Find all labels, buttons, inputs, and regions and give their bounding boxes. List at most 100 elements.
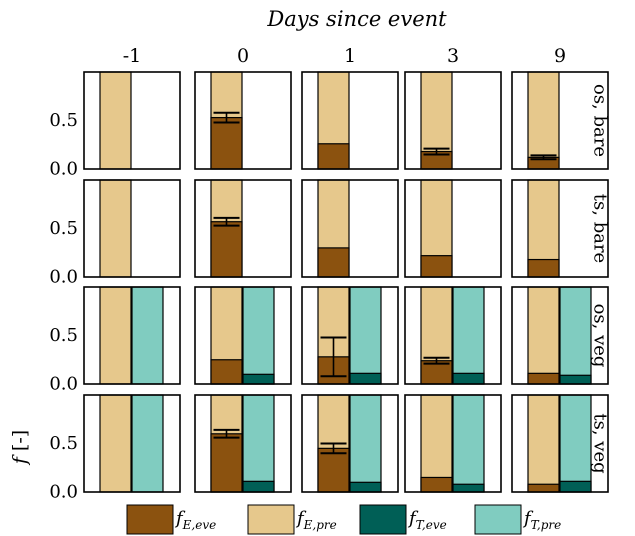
y-label-symbol: f [9, 454, 31, 466]
bar-fT_eve [452, 372, 485, 385]
panel-r2-c4 [511, 286, 609, 385]
panel-frame [301, 394, 399, 493]
panel-r0-c2 [301, 71, 399, 170]
panel-frame [511, 71, 609, 170]
panel-frame [301, 179, 399, 278]
panel-frame [404, 286, 502, 385]
panel-r0-c3 [404, 71, 502, 170]
panel-r3-c1 [194, 394, 292, 493]
panel-background [84, 180, 180, 277]
bar-fE_eve [527, 372, 560, 385]
y-tick-label-r3-1: 0.5 [49, 433, 78, 454]
y-label-unit: [-] [9, 430, 31, 457]
bar-fT_eve [242, 373, 275, 385]
bar-fT_pre [349, 286, 382, 385]
panel-r3-c4 [511, 394, 609, 493]
panel-background [405, 72, 501, 169]
chart-title: Days since event [266, 7, 447, 31]
panel-frame [404, 394, 502, 493]
bar-fE_eve [420, 476, 453, 493]
bar-fE_eve [210, 433, 243, 493]
bar-fT_eve [242, 480, 275, 493]
bar-fE_eve [527, 483, 560, 493]
legend-swatch-fE_eve [126, 504, 174, 535]
panel-background [302, 180, 398, 277]
panel-frame [301, 286, 399, 385]
legend-label-fT_eve: fT,eve [407, 508, 447, 532]
bar-fT_pre [452, 394, 485, 493]
bar-fT_eve [349, 372, 382, 385]
y-tick-label-r2-0: 0.0 [49, 374, 78, 395]
legend-swatch-fE_pre [247, 504, 295, 535]
panel-frame [511, 179, 609, 278]
panel-r1-c2 [301, 179, 399, 278]
panel-r1-c3 [404, 179, 502, 278]
y-tick-label-r2-1: 0.5 [49, 325, 78, 346]
panel-frame [301, 71, 399, 170]
legend-label-fT_pre: fT,pre [522, 508, 561, 532]
panel-frame [194, 394, 292, 493]
bar-fT_pre [349, 394, 382, 493]
bar-fE_eve [420, 255, 453, 278]
panel-frame [194, 71, 292, 170]
bar-fT_pre [559, 394, 592, 493]
legend-label-fE_eve: fE,eve [174, 508, 216, 532]
panel-r2-c2 [301, 286, 399, 385]
panel-frame [83, 71, 181, 170]
legend-label-sub: T,pre [531, 518, 562, 532]
row-label-0: os, bare [590, 84, 611, 157]
panel-r2-c0 [83, 286, 181, 385]
panel-background [405, 180, 501, 277]
bar-fT_pre [131, 394, 164, 493]
panel-r1-c1 [194, 179, 292, 278]
bar-fE_eve [317, 447, 350, 493]
panel-r0-c1 [194, 71, 292, 170]
bar-fT_eve [349, 481, 382, 493]
panel-frame [194, 179, 292, 278]
bar-fE_pre [527, 71, 560, 170]
panel-r1-c4 [511, 179, 609, 278]
panel-r3-c3 [404, 394, 502, 493]
bar-fE_pre [527, 286, 560, 385]
row-label-1: ts, bare [590, 194, 611, 263]
bar-fE_eve [210, 359, 243, 385]
panel-frame [404, 71, 502, 170]
panel-r0-c4 [511, 71, 609, 170]
bar-fE_eve [210, 221, 243, 278]
bar-fE_pre [99, 179, 132, 278]
bar-fE_pre [99, 286, 132, 385]
y-tick-label-r1-1: 0.5 [49, 218, 78, 239]
y-axis-label: f [-] [9, 430, 31, 466]
legend-label-sub: E,pre [303, 518, 337, 532]
legend-item-fE_pre: fE,pre [247, 504, 337, 535]
legend-label-fE_pre: fE,pre [295, 508, 337, 532]
bar-fT_eve [559, 374, 592, 385]
legend-label-sub: E,eve [182, 518, 217, 532]
legend-item-fT_pre: fT,pre [474, 504, 561, 535]
panel-frame [83, 179, 181, 278]
bar-fT_pre [559, 286, 592, 385]
bar-fE_eve [210, 116, 243, 170]
panel-frame [194, 286, 292, 385]
panel-frame [511, 394, 609, 493]
panel-frame [83, 394, 181, 493]
bar-fE_pre [99, 394, 132, 493]
legend-swatch-fT_eve [359, 504, 407, 535]
panel-background [195, 72, 291, 169]
legend-swatch-fT_pre [474, 504, 522, 535]
bar-fT_pre [131, 286, 164, 385]
row-label-2: os, veg [590, 304, 611, 368]
panel-frame [404, 179, 502, 278]
legend-label-sub: T,eve [416, 518, 447, 532]
y-tick-label-r0-0: 0.0 [49, 159, 78, 180]
bar-fE_eve [317, 247, 350, 278]
panel-frame [511, 286, 609, 385]
y-tick-label-r0-1: 0.5 [49, 110, 78, 131]
column-header-2: 1 [344, 45, 356, 67]
legend-item-fT_eve: fT,eve [359, 504, 447, 535]
panel-frame [83, 286, 181, 385]
y-tick-labels: 0.0 0.5 0.0 0.5 0.0 0.5 0.0 0.5 [49, 110, 78, 503]
panel-r0-c0 [83, 71, 181, 170]
panel-r2-c1 [194, 286, 292, 385]
